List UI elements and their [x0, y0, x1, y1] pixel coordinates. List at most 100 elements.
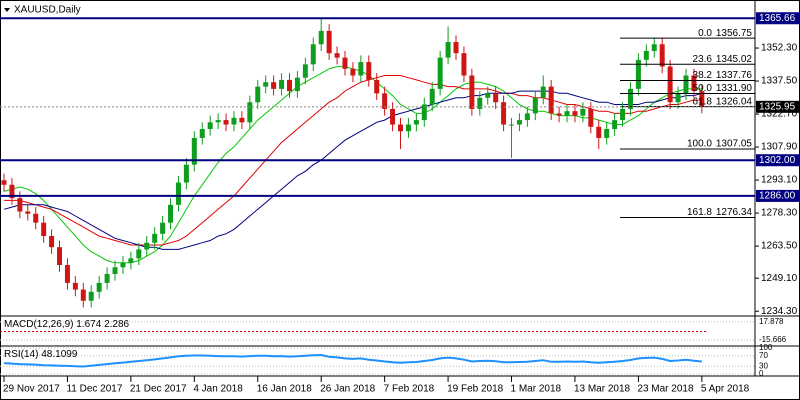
candle-body: [9, 184, 15, 199]
candle-body: [168, 204, 174, 223]
candle-body: [207, 122, 213, 130]
indicator-macd: 1.674: [76, 319, 101, 330]
indicator-line: [3, 90, 702, 250]
x-tick-label: 4 Jan 2018: [193, 384, 243, 395]
candle-body: [144, 242, 150, 250]
candle-body: [501, 102, 507, 125]
candle-body: [437, 57, 443, 89]
candle-body: [1, 180, 7, 185]
candle-body: [699, 91, 705, 107]
x-tick-label: 5 Apr 2018: [701, 384, 750, 395]
candle-body: [564, 111, 570, 116]
fib-price: 1326.04: [716, 96, 753, 107]
candle-body: [580, 108, 586, 116]
candle-body: [25, 211, 31, 214]
candle-body: [620, 108, 626, 121]
candle-body: [604, 129, 610, 138]
candle-body: [199, 129, 205, 138]
candle-body: [548, 86, 554, 114]
candle-body: [191, 137, 197, 165]
level-label: 1365.66: [759, 13, 796, 24]
level-box: [756, 154, 800, 167]
candle-body: [350, 68, 356, 76]
candle-body: [390, 108, 396, 125]
indicator-tick-label: -15.666: [759, 335, 787, 344]
candle-body: [374, 79, 380, 94]
indicator-tick-label: 70: [759, 351, 768, 360]
x-tick-label: 23 Mar 2018: [637, 384, 694, 395]
fib-price: 1356.75: [716, 28, 753, 39]
candle-body: [643, 50, 649, 60]
candle-body: [128, 258, 134, 263]
candle-body: [215, 120, 221, 123]
y-tick-label: 1352.30: [761, 43, 798, 54]
candle-body: [405, 124, 411, 132]
candle-body: [271, 82, 277, 89]
x-tick-label: 7 Feb 2018: [384, 384, 435, 395]
candle-body: [279, 79, 285, 89]
candle-body: [334, 53, 340, 58]
candle-body: [651, 44, 657, 51]
candle-body: [33, 213, 39, 223]
y-tick-label: 1249.10: [761, 273, 798, 284]
candle-body: [302, 64, 308, 78]
candle-body: [516, 120, 522, 125]
candle-body: [461, 53, 467, 76]
candle-body: [524, 113, 530, 121]
fib-ratio: 50.0: [693, 83, 713, 94]
dropdown-icon: [4, 8, 10, 12]
candle-body: [72, 282, 78, 290]
fib-ratio: 0.0: [698, 28, 712, 39]
y-tick-label: 1322.70: [761, 109, 798, 120]
candle-body: [366, 62, 372, 80]
candle-body: [398, 124, 403, 132]
candle-body: [532, 97, 538, 114]
candle-body: [17, 198, 23, 212]
candle-body: [342, 57, 348, 69]
y-tick-label: 1234.30: [761, 306, 798, 317]
level-label: 1286.00: [759, 191, 796, 202]
indicator-last: 48.1099: [41, 349, 78, 360]
candle-body: [310, 44, 316, 65]
candle-body: [318, 30, 324, 45]
indicator-title: MACD(12,26,9) 1.674 2.286: [4, 319, 130, 330]
fib-ratio: 100.0: [687, 139, 712, 150]
indicator-name: RSI(14): [4, 349, 38, 360]
candle-body: [382, 93, 388, 109]
candle-body: [80, 289, 86, 301]
indicator-tick-label: 0: [759, 369, 764, 378]
candle-body: [683, 75, 689, 94]
candle-body: [104, 273, 110, 283]
current-price-box: [756, 100, 800, 113]
candle-body: [175, 182, 181, 205]
indicator-tick-label: 100: [759, 343, 773, 352]
fib-price: 1307.05: [716, 139, 753, 150]
candle-body: [294, 77, 300, 92]
indicator-name: MACD(12,26,9): [4, 319, 73, 330]
candle-body: [635, 59, 641, 89]
indicator-line: [3, 353, 702, 368]
candle-body: [358, 62, 364, 76]
candle-body: [231, 117, 237, 125]
candle-body: [64, 265, 70, 283]
candle-body: [326, 30, 332, 54]
fib-ratio: 23.6: [693, 54, 713, 65]
x-tick-label: 21 Dec 2017: [130, 384, 187, 395]
indicator-tick-label: 17.878: [759, 317, 784, 326]
candle-body: [160, 222, 166, 234]
level-label: 1302.00: [759, 155, 796, 166]
candle-body: [223, 120, 229, 125]
candle-body: [509, 124, 515, 126]
x-tick-label: 16 Jan 2018: [257, 384, 312, 395]
candle-body: [239, 117, 245, 123]
candle-body: [152, 233, 158, 243]
fib-price: 1345.02: [716, 54, 753, 65]
level-box: [756, 12, 800, 25]
candle-body: [136, 249, 142, 259]
candle-body: [286, 79, 292, 92]
fib-price: 1331.90: [716, 83, 753, 94]
fib-ratio: 161.8: [687, 207, 712, 218]
x-tick-label: 29 Nov 2017: [3, 384, 60, 395]
